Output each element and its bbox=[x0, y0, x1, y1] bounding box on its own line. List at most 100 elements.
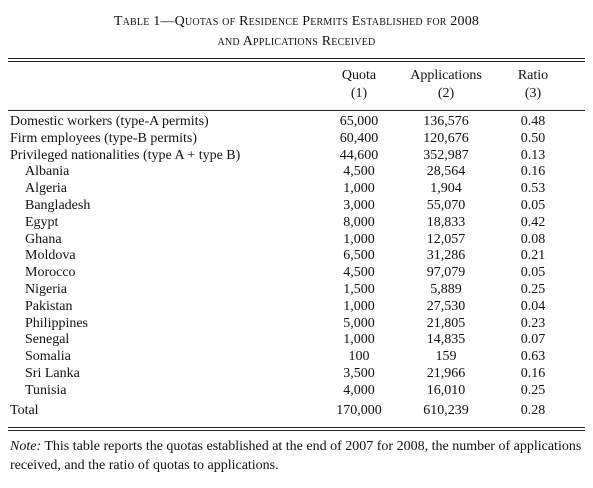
table-row: Tunisia 4,000 16,010 0.25 bbox=[0, 383, 593, 400]
table-row: Algeria 1,000 1,904 0.53 bbox=[0, 181, 593, 198]
row-label: Ghana bbox=[25, 231, 62, 247]
row-applications: 97,079 bbox=[426, 265, 466, 281]
row-label: Nigeria bbox=[25, 281, 67, 297]
row-ratio: 0.04 bbox=[520, 298, 546, 314]
row-quota: 1,000 bbox=[343, 181, 375, 197]
row-ratio: 0.23 bbox=[520, 315, 546, 331]
row-applications: 21,805 bbox=[426, 315, 466, 331]
row-label: Algeria bbox=[25, 181, 67, 197]
row-label: Morocco bbox=[25, 265, 76, 281]
row-quota: 60,400 bbox=[339, 130, 379, 146]
row-quota: 1,000 bbox=[343, 298, 375, 314]
row-label: Philippines bbox=[25, 315, 89, 331]
row-ratio: 0.16 bbox=[520, 365, 546, 381]
row-ratio: 0.05 bbox=[520, 265, 546, 281]
row-ratio: 0.08 bbox=[520, 231, 546, 247]
row-quota: 1,500 bbox=[343, 281, 375, 297]
total-label: Total bbox=[10, 403, 39, 418]
row-quota: 100 bbox=[348, 349, 370, 365]
header-quota: Quota (1) bbox=[328, 67, 390, 103]
row-ratio: 0.25 bbox=[520, 281, 546, 297]
table-row: Morocco 4,500 97,079 0.05 bbox=[0, 265, 593, 282]
row-quota: 4,000 bbox=[343, 382, 375, 398]
top-rule-second bbox=[8, 61, 585, 62]
row-applications: 1,904 bbox=[430, 181, 462, 197]
row-label: Bangladesh bbox=[25, 197, 91, 213]
table-row: Domestic workers (type-A permits) 65,000 1… bbox=[0, 114, 593, 131]
row-label: Pakistan bbox=[25, 298, 73, 314]
row-quota: 6,500 bbox=[343, 248, 375, 264]
bottom-rule-second bbox=[8, 430, 585, 431]
table-row: Albania 4,500 28,564 0.16 bbox=[0, 164, 593, 181]
table-note: Note: This table reports the quotas esta… bbox=[10, 437, 585, 475]
row-label: Firm employees (type-B permits) bbox=[10, 130, 198, 146]
header-rule bbox=[8, 110, 585, 111]
row-label: Moldova bbox=[25, 248, 76, 264]
table-row: Philippines 5,000 21,805 0.23 bbox=[0, 316, 593, 333]
row-quota: 3,000 bbox=[343, 197, 375, 213]
table-row: Bangladesh 3,000 55,070 0.05 bbox=[0, 198, 593, 215]
row-label: Tunisia bbox=[25, 382, 67, 398]
row-applications: 21,966 bbox=[426, 365, 466, 381]
row-quota: 3,500 bbox=[343, 365, 375, 381]
row-applications: 159 bbox=[435, 349, 457, 365]
row-ratio: 0.07 bbox=[520, 332, 546, 348]
header-ratio: Ratio (3) bbox=[500, 67, 566, 103]
header-quota-label: Quota bbox=[341, 68, 377, 83]
total-ratio: 0.28 bbox=[520, 403, 546, 418]
row-applications: 352,987 bbox=[423, 147, 469, 163]
row-applications: 28,564 bbox=[426, 164, 466, 180]
header-applications-number: (2) bbox=[437, 86, 455, 101]
row-label: Domestic workers (type-A permits) bbox=[10, 114, 209, 129]
header-applications-label: Applications bbox=[410, 68, 482, 83]
total-row: Total 170,000 610,239 0.28 bbox=[0, 402, 593, 420]
table-row: Sri Lanka 3,500 21,966 0.16 bbox=[0, 366, 593, 383]
top-rule bbox=[8, 58, 585, 59]
row-ratio: 0.63 bbox=[520, 349, 546, 365]
row-ratio: 0.25 bbox=[520, 382, 546, 398]
row-label: Albania bbox=[25, 164, 70, 180]
row-applications: 16,010 bbox=[426, 382, 466, 398]
row-ratio: 0.53 bbox=[520, 181, 546, 197]
note-prefix: Note: bbox=[10, 439, 42, 454]
note-text: This table reports the quotas establishe… bbox=[10, 439, 582, 473]
row-applications: 136,576 bbox=[423, 114, 469, 129]
row-label: Somalia bbox=[25, 349, 71, 365]
header-ratio-label: Ratio bbox=[517, 68, 549, 83]
row-quota: 4,500 bbox=[343, 164, 375, 180]
row-ratio: 0.48 bbox=[520, 114, 546, 129]
row-label: Senegal bbox=[25, 332, 70, 348]
bottom-rule bbox=[8, 427, 585, 428]
table-row: Nigeria 1,500 5,889 0.25 bbox=[0, 282, 593, 299]
table-row: Firm employees (type-B permits) 60,400 120… bbox=[0, 131, 593, 148]
row-ratio: 0.05 bbox=[520, 197, 546, 213]
header-ratio-number: (3) bbox=[524, 86, 542, 101]
row-applications: 12,057 bbox=[426, 231, 466, 247]
row-quota: 5,000 bbox=[343, 315, 375, 331]
header-applications: Applications (2) bbox=[402, 67, 490, 103]
table-row: Ghana 1,000 12,057 0.08 bbox=[0, 232, 593, 249]
row-applications: 55,070 bbox=[426, 197, 466, 213]
row-applications: 14,835 bbox=[426, 332, 466, 348]
row-applications: 27,530 bbox=[426, 298, 466, 314]
table-subtitle: and Applications Received bbox=[217, 34, 376, 49]
table-row: Pakistan 1,000 27,530 0.04 bbox=[0, 299, 593, 316]
header-quota-number: (1) bbox=[350, 86, 368, 101]
table-body: Domestic workers (type-A permits) 65,000 1… bbox=[0, 114, 593, 400]
row-quota: 65,000 bbox=[339, 114, 379, 129]
row-ratio: 0.13 bbox=[520, 147, 546, 163]
row-applications: 18,833 bbox=[426, 214, 466, 230]
row-ratio: 0.21 bbox=[520, 248, 546, 264]
table-row: Somalia 100 159 0.63 bbox=[0, 349, 593, 366]
row-ratio: 0.50 bbox=[520, 130, 546, 146]
row-quota: 44,600 bbox=[339, 147, 379, 163]
table-row: Moldova 6,500 31,286 0.21 bbox=[0, 248, 593, 265]
row-label: Egypt bbox=[25, 214, 59, 230]
table-row: Privileged nationalities (type A + type … bbox=[0, 148, 593, 165]
row-quota: 8,000 bbox=[343, 214, 375, 230]
total-quota: 170,000 bbox=[336, 403, 382, 418]
row-quota: 1,000 bbox=[343, 231, 375, 247]
table-row: Egypt 8,000 18,833 0.42 bbox=[0, 215, 593, 232]
row-quota: 1,000 bbox=[343, 332, 375, 348]
row-quota: 4,500 bbox=[343, 265, 375, 281]
